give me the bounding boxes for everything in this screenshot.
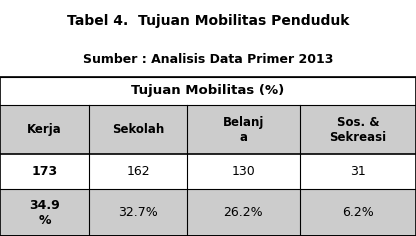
Text: 32.7%: 32.7% (119, 206, 158, 219)
Bar (0, 189, 89, 236)
Bar (0, 154, 89, 189)
Bar (187, 189, 300, 236)
Bar (187, 105, 300, 154)
Text: Sumber : Analisis Data Primer 2013: Sumber : Analisis Data Primer 2013 (83, 53, 333, 66)
Text: 130: 130 (231, 165, 255, 178)
Text: Tabel 4.  Tujuan Mobilitas Penduduk: Tabel 4. Tujuan Mobilitas Penduduk (67, 14, 349, 28)
Text: 173: 173 (32, 165, 58, 178)
Bar (300, 105, 416, 154)
Text: 162: 162 (126, 165, 150, 178)
Bar (0, 105, 89, 154)
Bar (0, 77, 416, 236)
Bar (89, 154, 187, 189)
Text: 26.2%: 26.2% (223, 206, 263, 219)
Text: Sos. &
Sekreasi: Sos. & Sekreasi (329, 116, 386, 143)
Bar (0, 0, 416, 42)
Bar (89, 189, 187, 236)
Text: 6.2%: 6.2% (342, 206, 374, 219)
Text: 31: 31 (350, 165, 366, 178)
Bar (300, 189, 416, 236)
Text: 34.9
%: 34.9 % (30, 199, 60, 227)
Text: Tujuan Mobilitas (%): Tujuan Mobilitas (%) (131, 84, 285, 97)
Text: Belanj
a: Belanj a (223, 116, 264, 143)
Bar (0, 77, 416, 105)
Bar (89, 105, 187, 154)
Bar (300, 154, 416, 189)
Bar (187, 154, 300, 189)
Text: Kerja: Kerja (27, 123, 62, 136)
Bar (0, 42, 416, 77)
Text: Sekolah: Sekolah (112, 123, 164, 136)
